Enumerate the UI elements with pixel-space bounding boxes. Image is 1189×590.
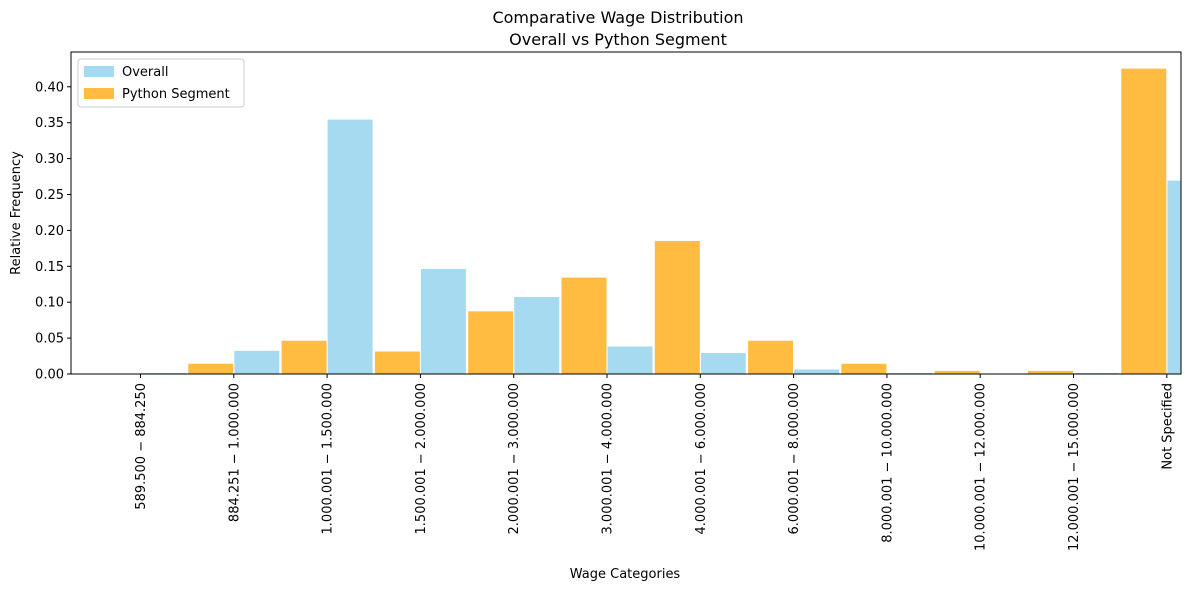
y-tick-label-2: 0.10 xyxy=(35,296,64,311)
x-tick-label-10: 12.000.001 − 15.000.000 xyxy=(1067,383,1082,551)
bar-overall-7 xyxy=(793,368,841,375)
legend-label-python-segment: Python Segment xyxy=(122,87,230,102)
y-tick-label-0: 0.00 xyxy=(35,368,64,383)
bar-python-segment-11 xyxy=(1120,67,1168,375)
y-tick-label-1: 0.05 xyxy=(35,332,64,347)
x-tick-label-2: 1.000.001 − 1.500.000 xyxy=(321,383,336,534)
x-tick-label-1: 884.251 − 1.000.000 xyxy=(227,383,242,522)
y-tick-label-6: 0.30 xyxy=(35,152,64,167)
x-tick-label-4: 2.000.001 − 3.000.000 xyxy=(507,383,522,534)
y-tick-label-7: 0.35 xyxy=(35,116,64,131)
y-axis-label: Relative Frequency xyxy=(9,151,24,275)
bar-overall-5 xyxy=(606,345,654,375)
legend-swatch-overall xyxy=(84,66,114,77)
y-tick-label-3: 0.15 xyxy=(35,260,64,275)
bar-overall-1 xyxy=(233,349,281,375)
bar-overall-2 xyxy=(326,118,374,375)
plot-frame xyxy=(70,51,1182,375)
chart-title-line2: Overall vs Python Segment xyxy=(509,30,727,49)
legend-label-overall: Overall xyxy=(122,65,168,80)
x-tick-label-8: 8.000.001 − 10.000.000 xyxy=(880,383,895,543)
x-tick-label-6: 4.000.001 − 6.000.000 xyxy=(694,383,709,534)
x-tick-label-0: 589.500 − 884.250 xyxy=(134,383,149,510)
x-tick-label-9: 10.000.001 − 12.000.000 xyxy=(974,383,989,551)
y-tick-label-8: 0.40 xyxy=(35,80,64,95)
bar-python-segment-7 xyxy=(747,339,795,375)
x-tick-label-7: 6.000.001 − 8.000.000 xyxy=(787,383,802,534)
chart-title-line1: Comparative Wage Distribution xyxy=(492,8,743,27)
bars xyxy=(140,67,1182,375)
x-tick-label-3: 1.500.001 − 2.000.000 xyxy=(414,383,429,534)
bar-python-segment-10 xyxy=(1027,369,1074,375)
bar-python-segment-6 xyxy=(653,239,701,375)
bar-overall-6 xyxy=(699,351,747,375)
x-axis-label: Wage Categories xyxy=(570,567,681,582)
bar-python-segment-3 xyxy=(373,350,421,375)
y-tick-label-4: 0.20 xyxy=(35,224,64,239)
y-axis: 0.00 0.05 0.10 0.15 0.20 0.25 0.30 0.35 0.40 xyxy=(35,80,71,383)
legend-swatch-python-segment xyxy=(84,88,114,99)
bar-python-segment-8 xyxy=(840,362,888,375)
bar-overall-4 xyxy=(513,295,561,375)
y-tick-label-5: 0.25 xyxy=(35,188,64,203)
bar-overall-11 xyxy=(1166,179,1182,375)
legend: Overall Python Segment xyxy=(77,58,245,108)
bar-python-segment-1 xyxy=(187,362,235,375)
legend-frame xyxy=(77,58,245,108)
x-tick-label-5: 3.000.001 − 4.000.000 xyxy=(601,383,616,534)
bar-python-segment-2 xyxy=(280,339,328,375)
bar-python-segment-5 xyxy=(560,276,608,375)
bar-python-segment-9 xyxy=(933,369,981,375)
x-tick-label-11: Not Specified xyxy=(1160,383,1175,470)
bar-python-segment-4 xyxy=(467,310,515,375)
x-axis: 589.500 − 884.250 884.251 − 1.000.000 1.00… xyxy=(134,374,1175,551)
bar-overall-3 xyxy=(419,267,467,375)
